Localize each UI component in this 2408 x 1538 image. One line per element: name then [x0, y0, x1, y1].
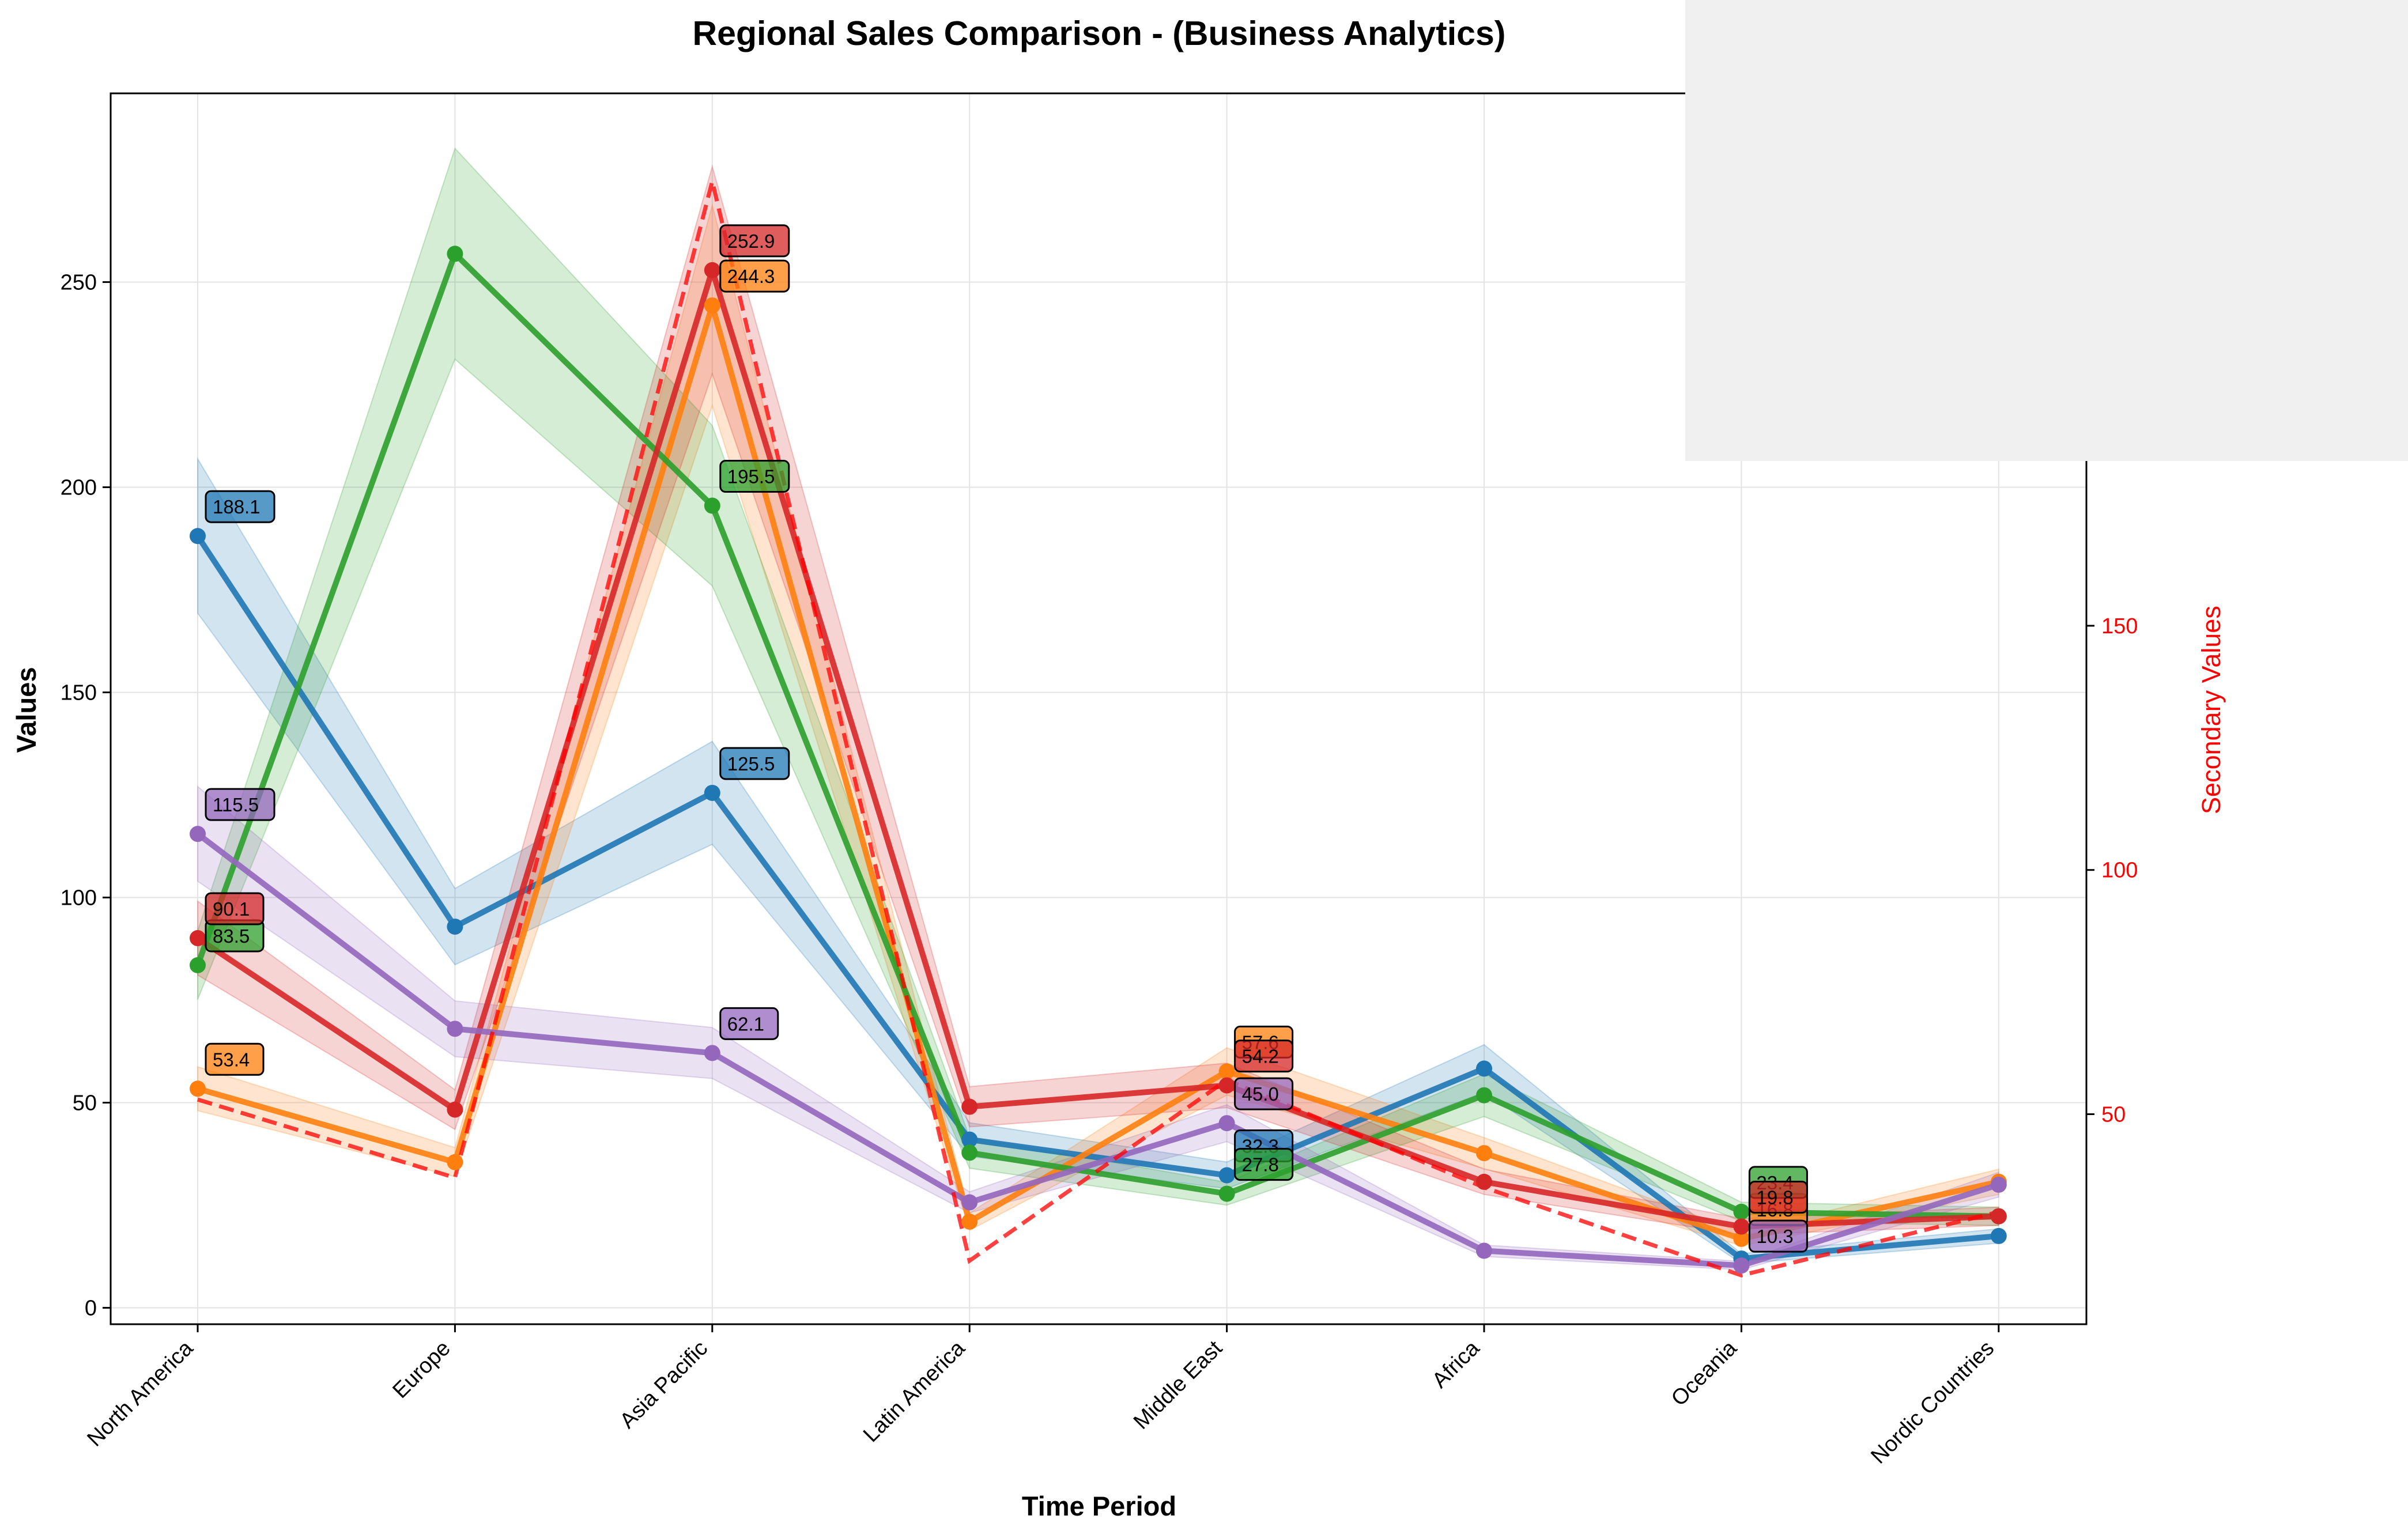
chart-title: Regional Sales Comparison - (Business An…: [693, 14, 1506, 52]
y2-tick-label: 100: [2101, 859, 2138, 883]
data-label-box: [719, 747, 790, 780]
data-point: [190, 826, 206, 842]
data-label-box: [719, 460, 790, 493]
y-tick-label: 100: [61, 886, 97, 910]
data-label-box: [1748, 1181, 1808, 1214]
data-point: [1218, 1115, 1235, 1132]
y-tick-label: 200: [61, 476, 97, 500]
data-label-box: [1234, 1077, 1294, 1110]
data-point: [190, 528, 206, 545]
data-point: [704, 497, 720, 514]
data-label-box: [719, 1007, 779, 1040]
data-point: [961, 1098, 978, 1115]
secondary-y-axis-title: Secondary Values: [2196, 606, 2226, 814]
data-point: [1218, 1063, 1235, 1080]
y-tick-label: 0: [85, 1297, 97, 1321]
y-tick-label: 150: [61, 681, 97, 705]
data-point: [1476, 1060, 1492, 1077]
data-label: 252.9: [727, 230, 775, 252]
data-point: [447, 919, 463, 935]
y-tick-label: 50: [73, 1091, 97, 1116]
data-label-box: [1748, 1219, 1808, 1253]
data-point: [447, 1021, 463, 1037]
data-point: [1733, 1257, 1750, 1274]
secondary-series-line: [197, 180, 1999, 1278]
series-lines: [195, 251, 2000, 1269]
data-point: [961, 1144, 978, 1161]
data-label-box: [719, 224, 790, 258]
data-labels: 188.1125.532.353.4244.357.616.883.5195.5…: [205, 224, 1808, 1253]
plot-frame: [110, 92, 2088, 1325]
data-point: [1990, 1208, 2007, 1225]
data-label: 62.1: [727, 1013, 764, 1034]
data-label: 53.4: [213, 1049, 250, 1070]
data-point: [704, 297, 720, 314]
data-label: 10.3: [1756, 1226, 1793, 1247]
data-point: [190, 957, 206, 973]
data-label: 125.5: [727, 753, 775, 774]
data-label-box: [1234, 1040, 1294, 1073]
legend-box: [1685, 0, 2408, 461]
data-point: [190, 930, 206, 947]
data-point: [447, 1101, 463, 1118]
data-label-box: [205, 892, 265, 925]
data-label: 115.5: [213, 794, 259, 815]
data-point: [447, 245, 463, 262]
y2-tick-label: 150: [2101, 614, 2138, 638]
data-point: [1733, 1218, 1750, 1235]
data-label: 19.8: [1756, 1187, 1793, 1208]
data-label: 244.3: [727, 266, 775, 287]
data-point: [1733, 1203, 1750, 1220]
data-point: [447, 1154, 463, 1170]
data-label: 195.5: [727, 466, 775, 488]
data-point: [1476, 1145, 1492, 1162]
data-label-box: [719, 259, 790, 293]
y-axis-title: Values: [11, 667, 41, 753]
series-line-4: [195, 832, 2000, 1269]
data-point: [1218, 1077, 1235, 1094]
data-label: 54.2: [1242, 1046, 1279, 1067]
x-axis-title: Time Period: [1022, 1491, 1176, 1521]
data-label-box: [205, 490, 275, 523]
data-point: [1733, 1230, 1750, 1247]
data-label: 188.1: [213, 496, 261, 517]
data-label-box: [1234, 1148, 1294, 1181]
data-point: [1990, 1176, 2007, 1193]
data-point: [704, 784, 720, 801]
data-point: [1990, 1227, 2007, 1244]
data-point: [1218, 1185, 1235, 1202]
confidence-band-1: [197, 203, 1999, 1246]
data-point: [704, 1045, 720, 1061]
data-point: [961, 1194, 978, 1211]
y-tick-label: 250: [61, 271, 97, 295]
data-label: 45.0: [1242, 1083, 1279, 1105]
data-label-box: [205, 1042, 265, 1076]
data-point: [190, 1080, 206, 1097]
y2-tick-label: 50: [2101, 1103, 2126, 1127]
data-point: [1476, 1087, 1492, 1104]
series-points: [190, 245, 2007, 1274]
data-point: [1476, 1242, 1492, 1259]
data-label: 90.1: [213, 898, 250, 920]
secondary-series: [197, 180, 1999, 1278]
data-point: [961, 1131, 978, 1148]
data-label-box: [205, 788, 275, 821]
data-point: [1476, 1173, 1492, 1190]
data-point: [704, 262, 720, 278]
data-point: [1218, 1167, 1235, 1184]
series-line-2: [195, 251, 1999, 1219]
series-line-3: [196, 267, 1999, 1230]
data-point: [961, 1214, 978, 1230]
data-label: 27.8: [1242, 1154, 1279, 1176]
data-label: 83.5: [213, 925, 250, 947]
